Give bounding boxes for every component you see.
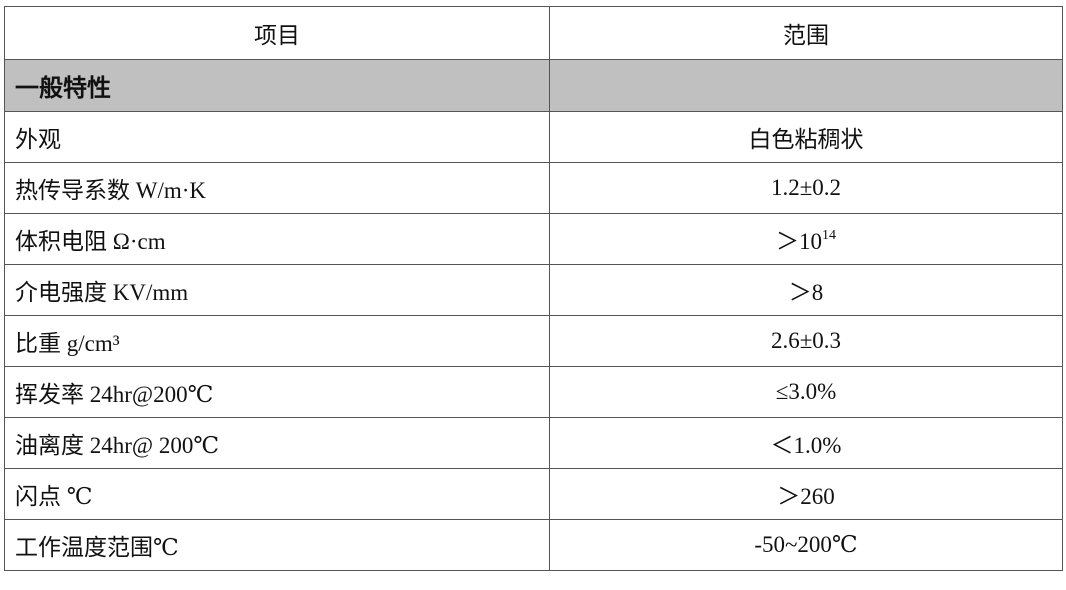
range-value: -50~200℃ xyxy=(754,532,858,557)
table-row: 热传导系数 W/m·K 1.2±0.2 xyxy=(4,162,1063,214)
range-exponent: 14 xyxy=(822,228,836,243)
item-cell: 比重 g/cm³ xyxy=(4,315,550,367)
item-cell: 闪点 ℃ xyxy=(4,468,550,520)
item-cell: 热传导系数 W/m·K xyxy=(4,162,550,214)
header-range: 范围 xyxy=(549,6,1063,60)
item-cell: 介电强度 KV/mm xyxy=(4,264,550,316)
table-row: 油离度 24hr@ 200℃ ＜1.0% xyxy=(4,417,1063,469)
range-cell: 1.2±0.2 xyxy=(549,162,1063,214)
header-row: 项目 范围 xyxy=(4,6,1063,60)
range-value: 白色粘稠状 xyxy=(748,127,864,152)
range-value: ＞260 xyxy=(777,484,835,509)
section-empty xyxy=(549,59,1063,112)
range-cell: ≤3.0% xyxy=(549,366,1063,418)
item-cell: 工作温度范围℃ xyxy=(4,519,550,571)
item-cell: 体积电阻 Ω·cm xyxy=(4,213,550,265)
range-value: ＞10 xyxy=(776,229,822,254)
item-cell: 挥发率 24hr@200℃ xyxy=(4,366,550,418)
range-cell: ＞260 xyxy=(549,468,1063,520)
table-row: 挥发率 24hr@200℃ ≤3.0% xyxy=(4,366,1063,418)
range-cell: -50~200℃ xyxy=(549,519,1063,571)
table-row: 体积电阻 Ω·cm ＞1014 xyxy=(4,213,1063,265)
range-value: ≤3.0% xyxy=(775,379,837,404)
range-cell: ＞8 xyxy=(549,264,1063,316)
item-cell: 油离度 24hr@ 200℃ xyxy=(4,417,550,469)
table-row: 外观 白色粘稠状 xyxy=(4,111,1063,163)
item-cell: 外观 xyxy=(4,111,550,163)
section-row: 一般特性 xyxy=(4,59,1063,112)
spec-table: 项目 范围 一般特性 外观 白色粘稠状热传导系数 W/m·K 1.2±0.2 体积电阻… xyxy=(4,6,1063,571)
range-cell: 2.6±0.3 xyxy=(549,315,1063,367)
table-row: 工作温度范围℃ -50~200℃ xyxy=(4,519,1063,571)
range-value: 2.6±0.3 xyxy=(770,328,842,353)
range-value: ＜1.0% xyxy=(770,433,842,458)
range-cell: ＞1014 xyxy=(549,213,1063,265)
range-value: 1.2±0.2 xyxy=(770,175,842,200)
range-value: ＞8 xyxy=(788,280,824,305)
range-cell: 白色粘稠状 xyxy=(549,111,1063,163)
header-item: 项目 xyxy=(4,6,550,60)
table-row: 介电强度 KV/mm ＞8 xyxy=(4,264,1063,316)
table-row: 比重 g/cm³ 2.6±0.3 xyxy=(4,315,1063,367)
table-row: 闪点 ℃ ＞260 xyxy=(4,468,1063,520)
section-title: 一般特性 xyxy=(4,59,550,112)
range-cell: ＜1.0% xyxy=(549,417,1063,469)
